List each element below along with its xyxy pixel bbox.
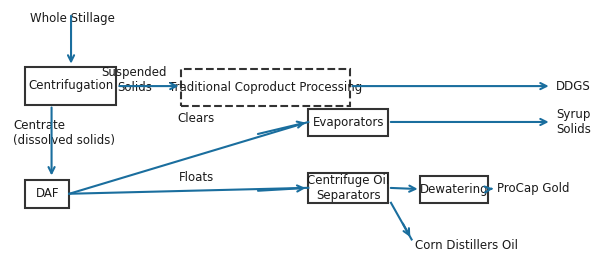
FancyBboxPatch shape: [308, 109, 388, 136]
Text: Whole Stillage: Whole Stillage: [30, 12, 115, 25]
Text: Corn Distillers Oil: Corn Distillers Oil: [415, 239, 518, 252]
Text: Centrifugation: Centrifugation: [28, 79, 113, 92]
FancyBboxPatch shape: [308, 173, 388, 203]
Text: Centrifuge Oil
Separators: Centrifuge Oil Separators: [307, 174, 389, 202]
Text: Floats: Floats: [179, 171, 214, 184]
FancyBboxPatch shape: [25, 67, 116, 105]
Text: Centrate
(dissolved solids): Centrate (dissolved solids): [13, 119, 115, 147]
Text: Suspended
Solids: Suspended Solids: [101, 66, 167, 94]
Text: Clears: Clears: [178, 112, 215, 124]
Text: Evaporators: Evaporators: [313, 116, 384, 129]
Text: DDGS: DDGS: [556, 80, 591, 93]
FancyBboxPatch shape: [421, 176, 488, 203]
Text: Syrup
Solids: Syrup Solids: [556, 108, 591, 136]
Text: Traditional Coproduct Processing: Traditional Coproduct Processing: [169, 81, 362, 94]
Text: DAF: DAF: [35, 187, 59, 200]
FancyBboxPatch shape: [25, 180, 69, 208]
FancyBboxPatch shape: [181, 69, 350, 106]
Text: Dewatering: Dewatering: [420, 183, 489, 196]
Text: ProCap Gold: ProCap Gold: [497, 182, 569, 195]
